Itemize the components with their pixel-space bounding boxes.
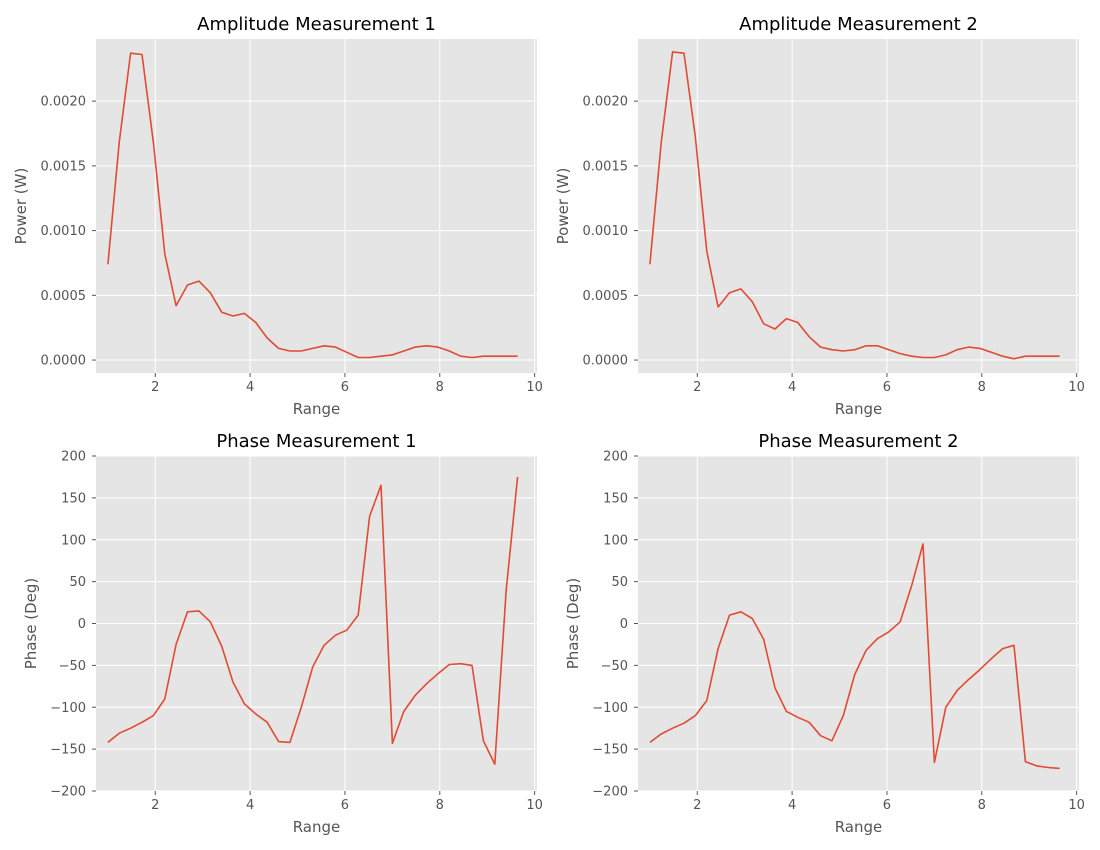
grid <box>638 455 1079 792</box>
x-tick-label: 4 <box>788 380 796 395</box>
plot-area <box>96 39 537 373</box>
x-tick-label: 6 <box>883 798 891 813</box>
subplot-amplitude-2: 2 4 6 8 10 0.0000 0.0005 0.0010 0.0015 0.0020 Amp… <box>554 14 1085 418</box>
chart-title: Amplitude Measurement 2 <box>739 14 978 35</box>
y-axis-label: Phase (Deg) <box>22 578 40 670</box>
x-tick-label: 10 <box>526 380 543 395</box>
y-tick-label: 150 <box>61 491 86 506</box>
y-tick-label: 0 <box>620 617 628 632</box>
y-tick-label: 200 <box>603 450 628 465</box>
series <box>649 51 1060 360</box>
series-line <box>107 476 519 766</box>
y-tick-label: 0.0000 <box>583 354 629 369</box>
y-tick-label: 0.0015 <box>41 159 87 174</box>
x-tick-label: 2 <box>151 798 159 813</box>
y-tick-label: 100 <box>61 533 86 548</box>
x-tick-label: 4 <box>246 380 254 395</box>
y-tick-label: 0.0010 <box>41 224 87 239</box>
y-tick-label: 200 <box>61 450 86 465</box>
x-tick-label: 10 <box>526 798 543 813</box>
grid <box>96 39 537 373</box>
x-axis-label: Range <box>835 818 883 836</box>
y-tick-label: 100 <box>603 533 628 548</box>
y-tick-label: −150 <box>50 743 86 758</box>
x-tick-label: 6 <box>883 380 891 395</box>
y-tick-label: 0.0015 <box>583 159 629 174</box>
y-tick-label: −150 <box>592 743 628 758</box>
series <box>107 52 518 359</box>
y-tick-label: −50 <box>59 659 86 674</box>
chart-title: Phase Measurement 2 <box>758 431 958 452</box>
x-tick-label: 2 <box>693 380 701 395</box>
y-tick-label: −200 <box>592 785 628 800</box>
x-tick-label: 10 <box>1068 380 1085 395</box>
x-tick-label: 2 <box>151 380 159 395</box>
y-tick-label: 0.0020 <box>583 95 629 110</box>
x-tick-label: 4 <box>246 798 254 813</box>
series-line <box>649 51 1060 360</box>
subplot-amplitude-1: 2 4 6 8 10 0.0000 0.0005 0.0010 0.0015 0.0020 Amp… <box>12 14 543 418</box>
x-tick-label: 4 <box>788 798 796 813</box>
subplot-phase-1: 2 4 6 8 10 −200 −150 −100 −50 0 50 100 150 200 Phase … <box>22 431 543 836</box>
ticks: 2 4 6 8 10 0.0000 0.0005 0.0010 0.0015 0.0020 <box>583 95 1085 395</box>
ticks: 2 4 6 8 10 −200 −150 −100 −50 0 50 100 150 200 <box>50 450 543 814</box>
y-tick-label: −50 <box>601 659 628 674</box>
y-tick-label: 0.0005 <box>41 289 87 304</box>
x-tick-label: 8 <box>978 798 986 813</box>
y-axis-label: Phase (Deg) <box>564 578 582 670</box>
y-axis-label: Power (W) <box>12 168 30 245</box>
x-axis-label: Range <box>293 818 341 836</box>
y-tick-label: 150 <box>603 491 628 506</box>
x-tick-label: 6 <box>341 798 349 813</box>
x-axis-label: Range <box>293 400 341 418</box>
x-tick-label: 8 <box>978 380 986 395</box>
y-axis-label: Power (W) <box>554 168 572 245</box>
y-tick-label: 50 <box>611 575 628 590</box>
chart-title: Amplitude Measurement 1 <box>197 14 436 35</box>
plot-area <box>638 39 1079 373</box>
y-tick-label: −100 <box>592 701 628 716</box>
y-tick-label: −200 <box>50 785 86 800</box>
ticks: 2 4 6 8 10 −200 −150 −100 −50 0 50 100 150 200 <box>592 450 1085 814</box>
x-tick-label: 6 <box>341 380 349 395</box>
y-tick-label: 0.0005 <box>583 289 629 304</box>
subplot-phase-2: 2 4 6 8 10 −200 −150 −100 −50 0 50 100 150 200 Phase … <box>564 431 1085 836</box>
x-tick-label: 10 <box>1068 798 1085 813</box>
y-tick-label: 0.0000 <box>41 354 87 369</box>
y-tick-label: 0 <box>78 617 86 632</box>
y-tick-label: 0.0020 <box>41 95 87 110</box>
series <box>649 543 1060 770</box>
chart-title: Phase Measurement 1 <box>216 431 416 452</box>
x-tick-label: 8 <box>436 380 444 395</box>
x-axis-label: Range <box>835 400 883 418</box>
y-tick-label: 0.0010 <box>583 224 629 239</box>
series <box>107 476 519 766</box>
grid <box>96 455 537 792</box>
y-tick-label: −100 <box>50 701 86 716</box>
x-tick-label: 2 <box>693 798 701 813</box>
grid <box>638 39 1079 373</box>
x-tick-label: 8 <box>436 798 444 813</box>
y-tick-label: 50 <box>69 575 86 590</box>
series-line <box>649 543 1060 770</box>
ticks: 2 4 6 8 10 0.0000 0.0005 0.0010 0.0015 0.0020 <box>41 95 543 395</box>
series-line <box>107 52 518 359</box>
